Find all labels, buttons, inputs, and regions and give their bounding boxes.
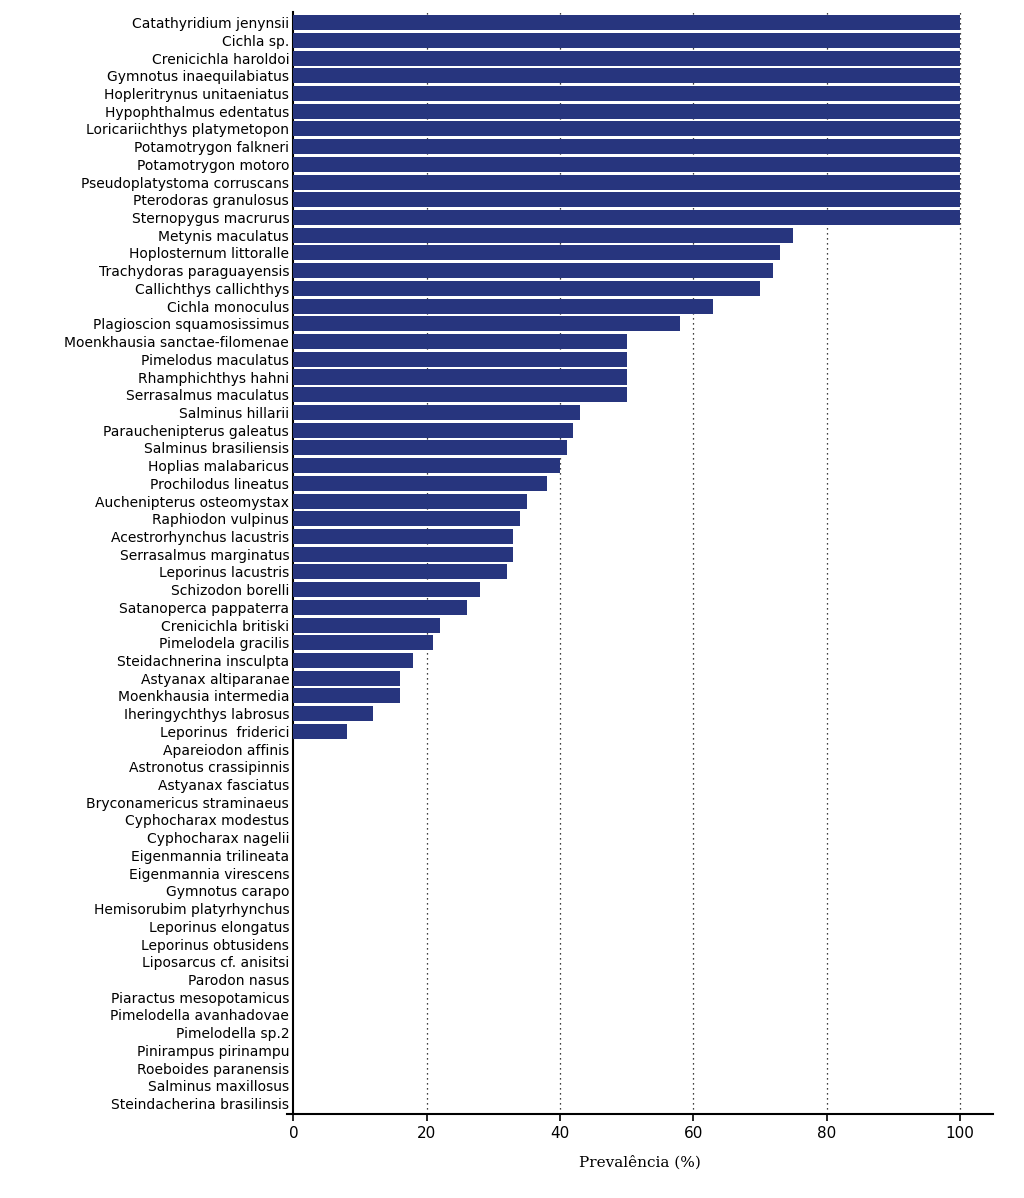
Bar xyxy=(294,635,433,651)
X-axis label: Prevalência (%): Prevalência (%) xyxy=(579,1155,701,1169)
Bar xyxy=(294,564,507,580)
Bar xyxy=(294,352,627,367)
Bar xyxy=(294,246,780,260)
Bar xyxy=(294,689,400,703)
Bar xyxy=(294,192,959,207)
Bar xyxy=(294,210,959,225)
Bar xyxy=(294,32,959,48)
Bar xyxy=(294,175,959,189)
Bar xyxy=(294,298,714,314)
Bar xyxy=(294,369,627,385)
Bar xyxy=(294,494,526,509)
Bar xyxy=(294,530,513,544)
Bar xyxy=(294,582,480,597)
Bar xyxy=(294,139,959,155)
Bar xyxy=(294,423,573,437)
Bar xyxy=(294,280,760,296)
Bar xyxy=(294,86,959,101)
Bar xyxy=(294,405,580,420)
Bar xyxy=(294,50,959,66)
Bar xyxy=(294,546,513,562)
Bar xyxy=(294,512,520,526)
Bar xyxy=(294,228,794,243)
Bar xyxy=(294,387,627,403)
Bar xyxy=(294,441,566,455)
Bar xyxy=(294,264,773,278)
Bar xyxy=(294,334,627,349)
Bar xyxy=(294,600,467,615)
Bar xyxy=(294,104,959,119)
Bar xyxy=(294,653,414,668)
Bar xyxy=(294,617,440,633)
Bar xyxy=(294,671,400,685)
Bar xyxy=(294,706,374,721)
Bar xyxy=(294,16,959,30)
Bar xyxy=(294,121,959,137)
Bar xyxy=(294,476,547,491)
Bar xyxy=(294,68,959,84)
Bar xyxy=(294,316,680,332)
Bar xyxy=(294,458,560,473)
Bar xyxy=(294,157,959,171)
Bar xyxy=(294,724,347,739)
